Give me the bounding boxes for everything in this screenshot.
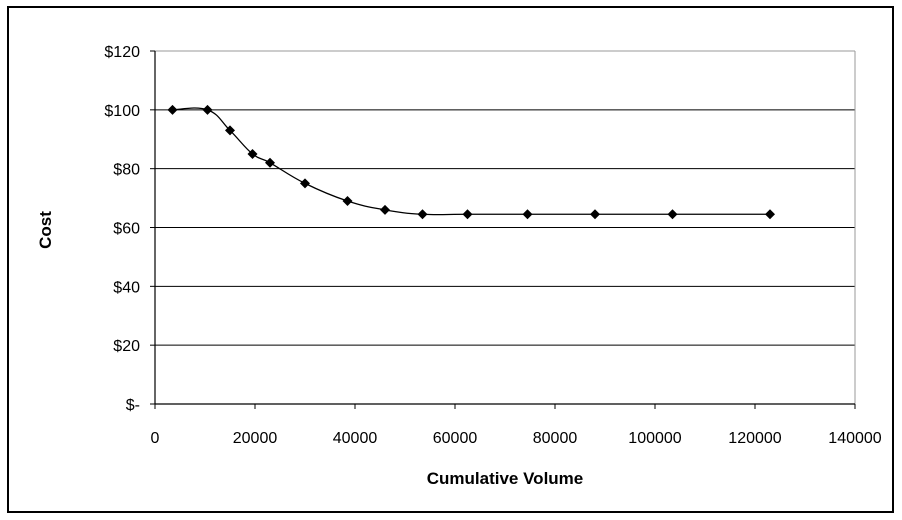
- series-line: [172, 107, 770, 216]
- data-point: [380, 204, 390, 215]
- x-tick-label: 80000: [533, 430, 578, 447]
- x-tick-label: 100000: [628, 430, 681, 447]
- data-point: [265, 157, 275, 168]
- y-tick-labels: $- $20 $40 $60 $80 $100 $120: [104, 44, 140, 414]
- data-point: [167, 104, 178, 115]
- data-point: [417, 209, 428, 220]
- x-tick-label: 140000: [828, 430, 881, 447]
- data-point: [590, 209, 600, 220]
- data-point: [342, 196, 353, 207]
- data-point: [300, 178, 310, 189]
- x-tick-label: 20000: [233, 430, 278, 447]
- data-point: [462, 209, 473, 220]
- y-tick-label: $80: [113, 162, 140, 179]
- y-tick-label: $-: [126, 397, 140, 414]
- axes: [150, 50, 856, 409]
- x-tick-label: 40000: [333, 430, 378, 447]
- data-point: [765, 209, 775, 220]
- gridlines: [155, 50, 856, 404]
- y-axis-label: Cost: [36, 211, 55, 249]
- x-axis-label: Cumulative Volume: [427, 469, 584, 488]
- y-tick-label: $100: [104, 103, 140, 120]
- y-tick-label: $60: [113, 221, 140, 238]
- data-point: [202, 104, 213, 115]
- x-tick-label: 0: [151, 430, 160, 447]
- y-tick-label: $20: [113, 338, 140, 355]
- x-tick-label: 120000: [728, 430, 781, 447]
- data-point: [247, 148, 258, 159]
- x-tick-label: 60000: [433, 430, 478, 447]
- x-tick-labels: 0 20000 40000 60000 80000 100000 120000 140000: [151, 430, 882, 447]
- data-point: [667, 209, 678, 220]
- y-tick-label: $40: [113, 279, 140, 296]
- series: [167, 104, 775, 220]
- y-tick-label: $120: [104, 44, 140, 61]
- data-point: [225, 125, 235, 136]
- data-point: [522, 209, 533, 220]
